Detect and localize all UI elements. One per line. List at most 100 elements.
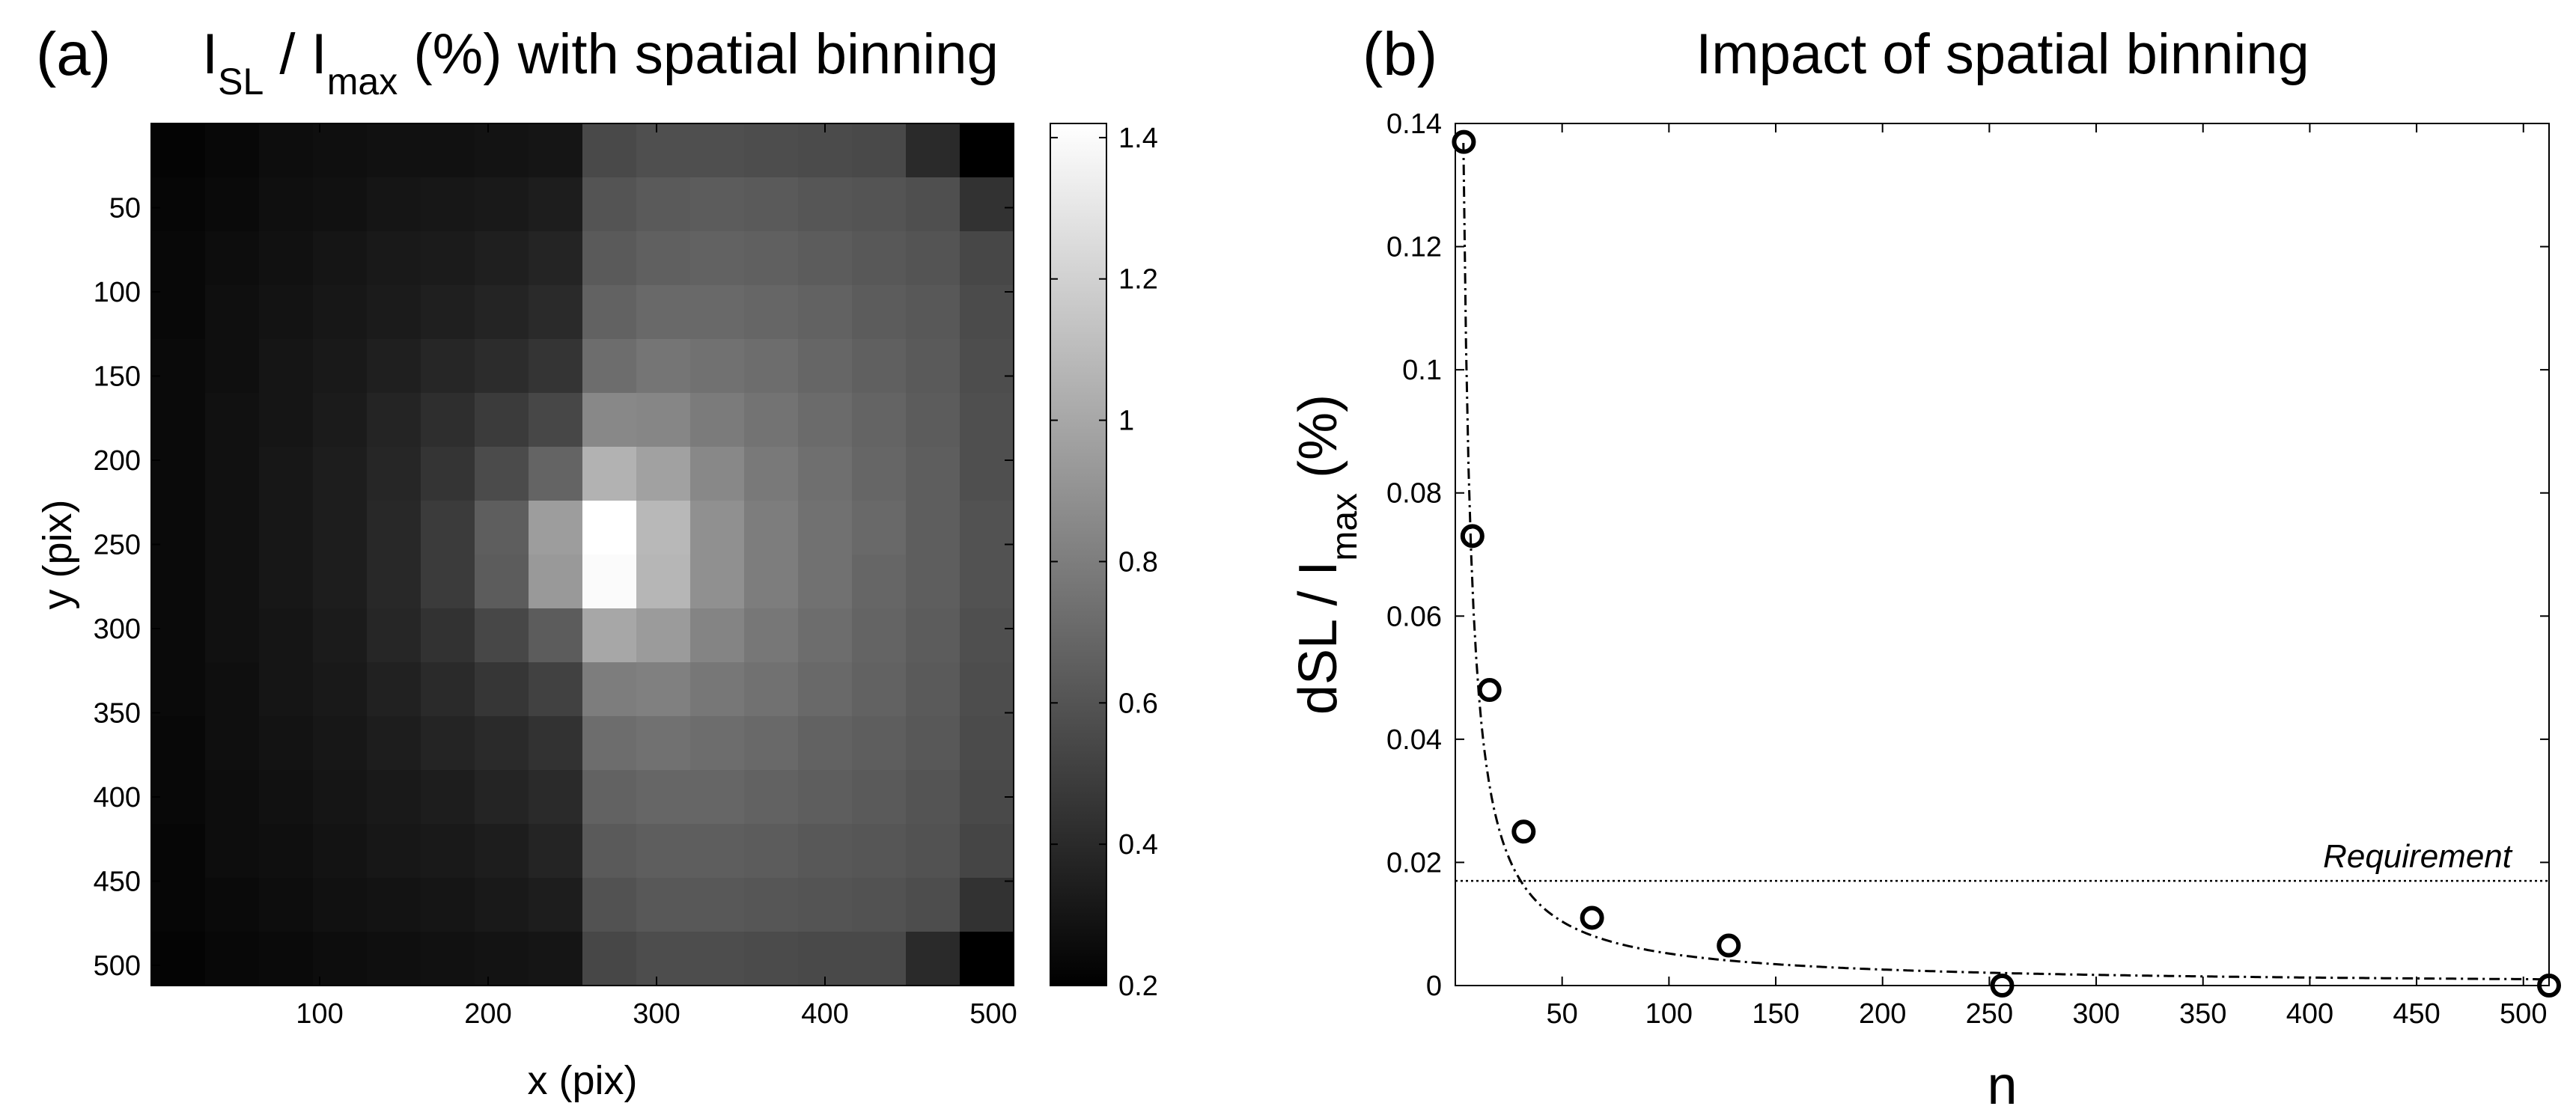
heatmap-cell [529,824,583,879]
heatmap-cell [852,285,907,340]
heatmap-cell [151,770,206,825]
scatter-x-tick-label: 300 [2072,998,2119,1030]
heatmap-cell [906,662,960,717]
heatmap-cell [475,285,529,340]
heatmap-cell [259,393,314,447]
heatmap-cell [852,393,907,447]
heatmap-cell [798,501,853,555]
heatmap-cell [690,716,745,771]
heatmap-x-tick-label: 500 [969,998,1017,1030]
heatmap-cell [582,608,637,663]
heatmap-cell [475,177,529,232]
heatmap-cell [259,662,314,717]
heatmap-cell [636,393,691,447]
heatmap-cell [906,878,960,932]
heatmap-cell [259,231,314,286]
heatmap-cell [475,501,529,555]
heatmap-cell [798,285,853,340]
heatmap-cell [906,716,960,771]
heatmap-cell [744,123,799,178]
heatmap-y-tick-label: 500 [94,950,141,982]
heatmap-cell [475,932,529,986]
heatmap-cell [313,878,368,932]
heatmap-cell [421,770,475,825]
heatmap-cell [636,608,691,663]
heatmap-cell [421,393,475,447]
heatmap-x-axis-label: x (pix) [528,1058,638,1103]
heatmap-cell [205,555,260,609]
heatmap-cell [960,608,1014,663]
heatmap-cell [636,339,691,394]
heatmap-cell [690,608,745,663]
heatmap-cell [259,123,314,178]
heatmap-x-tick-label: 300 [633,998,680,1030]
heatmap-cell [960,123,1014,178]
scatter-x-tick-label: 50 [1547,998,1578,1030]
heatmap-cell [313,770,368,825]
heatmap-cell [852,770,907,825]
colorbar-tick-label: 0.4 [1118,829,1158,861]
heatmap-cell [475,123,529,178]
scatter-x-tick-label: 500 [2500,998,2547,1030]
heatmap-cell [690,285,745,340]
heatmap-cell [529,123,583,178]
heatmap-cell [744,608,799,663]
heatmap-cell [690,339,745,394]
heatmap-cell [475,339,529,394]
heatmap-cell [744,716,799,771]
heatmap-cell [636,285,691,340]
heatmap-cell [367,716,421,771]
heatmap-cell [906,339,960,394]
scatter-y-tick-label: 0.1 [1402,355,1442,386]
scatter-plot-frame [1455,123,2550,986]
heatmap-cell [529,932,583,986]
heatmap-cell [744,393,799,447]
heatmap-cell [529,555,583,609]
heatmap-cell [906,447,960,501]
heatmap-cell [151,123,206,178]
heatmap-cell [690,123,745,178]
heatmap-cell [367,662,421,717]
scatter-x-tick-label: 200 [1859,998,1906,1030]
heatmap-cell [475,231,529,286]
heatmap-y-tick-label: 350 [94,698,141,730]
heatmap-x-tick-label: 200 [464,998,511,1030]
heatmap-cell [259,447,314,501]
scatter-x-tick-label: 450 [2393,998,2440,1030]
heatmap-cell [690,770,745,825]
heatmap-cell [960,501,1014,555]
heatmap-cell [313,447,368,501]
heatmap-cell [852,932,907,986]
heatmap-cell [582,285,637,340]
heatmap-cell [852,662,907,717]
heatmap-cell [744,824,799,879]
heatmap-cell [205,878,260,932]
heatmap-cell [421,932,475,986]
heatmap-cell [960,555,1014,609]
heatmap-cell [367,824,421,879]
heatmap-cell [636,716,691,771]
heatmap-cell [367,231,421,286]
heatmap-cell [636,878,691,932]
scatter-y-tick-label: 0 [1426,971,1442,1002]
heatmap-cell [313,231,368,286]
heatmap-cell [636,501,691,555]
scatter-x-tick-label: 250 [1966,998,2013,1030]
heatmap-cell [313,608,368,663]
heatmap-y-tick-label: 100 [94,277,141,308]
heatmap-cell [529,285,583,340]
heatmap-cell [960,932,1014,986]
heatmap-cell [744,932,799,986]
heatmap-cell [151,177,206,232]
heatmap-cell [421,824,475,879]
heatmap-cell [906,932,960,986]
heatmap-cell [259,716,314,771]
scatter-y-tick-label: 0.14 [1386,109,1442,140]
panel-b-letter: (b) [1362,20,1437,88]
heatmap-cell [798,662,853,717]
heatmap-cell [852,339,907,394]
heatmap-cell [744,555,799,609]
heatmap-cell [421,285,475,340]
heatmap-cell [582,716,637,771]
